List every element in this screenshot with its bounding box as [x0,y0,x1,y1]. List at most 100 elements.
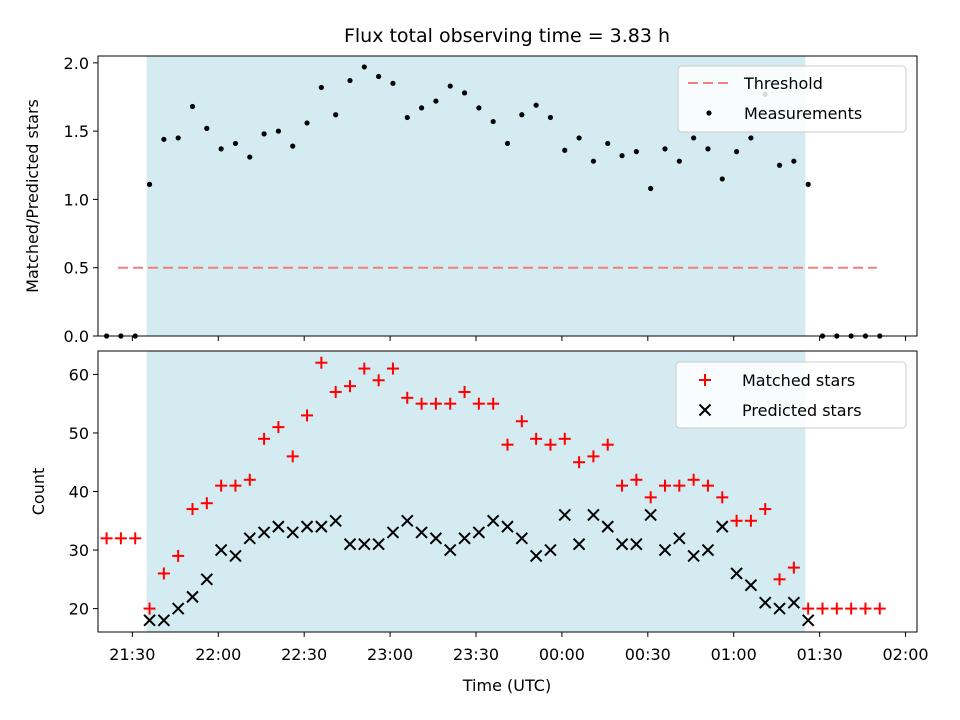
predicted-point [486,514,500,527]
predicted-point [415,526,428,539]
predicted-point [458,532,471,545]
measurement-point [805,181,811,187]
matched-point [229,479,242,492]
matched-point [587,450,600,463]
y-tick-label: 50 [69,424,89,443]
predicted-point [630,537,643,551]
matched-point [544,438,557,451]
measurement-point [648,185,654,192]
matched-point [472,397,485,410]
y-tick-label: 20 [69,600,89,619]
matched-point [673,479,686,492]
legend-predicted-label: Predicted stars [742,401,862,420]
measurement-point [733,149,740,155]
y-tick-label: 2.0 [64,54,89,73]
measurement-point [461,90,468,96]
matched-point [515,415,528,428]
measurement-point [748,135,754,141]
count-legend: Matched stars Predicted stars [675,361,907,429]
matched-point [129,532,142,545]
predicted-point [572,537,586,551]
ratio-legend: Threshold Measurements [677,65,907,133]
matched-point [701,479,714,492]
matched-point [687,473,700,486]
predicted-point [673,532,686,545]
measurement-point [376,73,382,80]
measurement-point [719,176,725,182]
matched-point [215,479,228,492]
measurement-point [161,136,167,142]
legend-measurements-swatch [706,110,712,116]
matched-point [501,438,514,451]
matched-point [558,432,571,445]
measurement-point [390,80,396,86]
ratio-panel: 0.00.51.01.52.0 Matched/Predicted stars … [23,54,918,346]
measurement-point [290,143,296,149]
y-tick-label: 60 [69,365,89,384]
predicted-stars-series [143,508,815,627]
count-panel: 20 30 40 50 60 21:30 22:00 22:30 23:00 23:30 00:0… [29,350,929,664]
measurement-point [504,140,511,147]
measurement-point [189,103,196,110]
matched-point [616,479,629,492]
matched-point [859,602,872,615]
measurement-point [247,154,253,160]
matched-point [659,479,671,492]
measurement-point [791,158,797,164]
predicted-point [401,514,414,527]
x-tick-label: 01:00 [711,645,757,664]
predicted-point [286,526,299,539]
predicted-point [243,532,256,545]
matched-point [744,514,757,527]
measurement-point [275,128,282,134]
predicted-point [701,543,715,557]
ratio-x-axis [131,336,907,341]
measurement-point [562,147,568,153]
matched-point [730,514,743,527]
matched-point [487,397,500,410]
predicted-point [444,543,457,557]
x-tick-label: 00:30 [625,645,671,664]
measurement-point [605,140,611,147]
measurement-point [619,153,625,159]
matched-point [243,473,256,486]
predicted-point [214,543,228,557]
matched-point [530,432,543,445]
ratio-frame [97,55,918,337]
predicted-point [529,549,543,563]
predicted-point [143,614,156,627]
measurement-point [476,105,482,111]
measurement-point [447,83,453,89]
measurement-point [662,146,668,152]
legend-threshold-label: Threshold [743,74,823,93]
measurement-point [633,149,639,155]
ratio-series [103,64,883,339]
matched-point [773,573,786,586]
measurement-point [433,98,439,104]
matched-point [315,356,328,369]
matched-point [573,456,586,469]
matched-point [716,491,729,504]
count-x-axis: 21:30 22:00 22:30 23:00 23:30 00:00 00:30 01:00… [109,632,929,664]
y-tick-label: 0.5 [64,259,89,278]
predicted-point [472,526,486,539]
predicted-point [315,520,328,533]
measurement-point [519,112,525,118]
measurement-point [490,118,496,125]
predicted-point [257,526,271,539]
matched-point [873,602,886,615]
matched-point [845,602,858,615]
matched-point [114,532,127,545]
ratio-y-label: Matched/Predicted stars [23,99,42,293]
matched-point [301,409,314,422]
matched-point [644,491,657,504]
matched-point [444,397,457,410]
x-tick-label: 22:00 [195,645,241,664]
predicted-point [343,537,357,551]
predicted-point [171,602,185,615]
measurement-point [361,64,367,70]
matched-point [172,549,185,562]
matched-point [286,450,299,463]
y-tick-label: 1.5 [64,122,89,141]
matched-point [100,532,113,545]
